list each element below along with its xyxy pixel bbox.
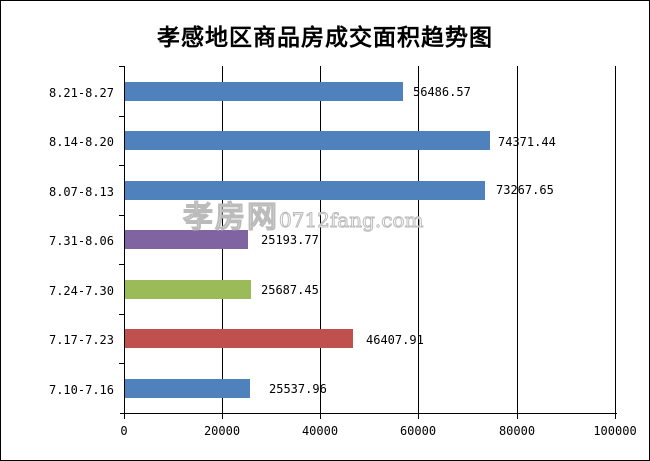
y-tick [119, 264, 124, 265]
watermark: 孝房网0712fang.com [183, 200, 424, 236]
value-label: 73267.65 [496, 183, 554, 197]
x-tick [615, 413, 616, 419]
value-label: 25537.96 [269, 382, 327, 396]
x-tick [517, 413, 518, 419]
gridline-80000 [517, 66, 518, 414]
value-label: 25687.45 [261, 283, 319, 297]
y-tick [119, 116, 124, 117]
x-tick [418, 413, 419, 419]
y-tick [119, 363, 124, 364]
category-label: 7.31-8.06 [48, 234, 114, 248]
bar-8-21-8-27 [125, 82, 403, 101]
bar-8-14-8-20 [125, 131, 490, 150]
y-tick [119, 314, 124, 315]
y-tick [119, 215, 124, 216]
value-label: 56486.57 [413, 85, 471, 99]
x-tick-label: 60000 [399, 424, 437, 438]
category-label: 8.14-8.20 [48, 135, 114, 149]
category-label: 8.07-8.13 [48, 185, 114, 199]
category-label: 8.21-8.27 [48, 86, 114, 100]
category-label: 7.24-7.30 [48, 284, 114, 298]
plot-area [119, 66, 617, 419]
x-tick-label: 80000 [498, 424, 536, 438]
value-label: 25193.77 [261, 233, 319, 247]
x-tick-label: 0 [120, 424, 128, 438]
gridline-100000 [615, 66, 616, 414]
x-axis [120, 413, 617, 414]
y-tick [119, 165, 124, 166]
x-tick-label: 20000 [203, 424, 241, 438]
chart-title: 孝感地区商品房成交面积趋势图 [157, 24, 493, 51]
x-tick-label: 100000 [593, 424, 637, 438]
category-label: 7.17-7.23 [48, 333, 114, 347]
x-tick [222, 413, 223, 419]
y-axis [124, 66, 125, 414]
bar-7-10-7-16 [125, 379, 250, 398]
x-tick [124, 413, 125, 419]
bar-7-17-7-23 [125, 329, 353, 348]
x-tick-label: 40000 [301, 424, 339, 438]
value-label: 74371.44 [498, 135, 556, 149]
bar-7-24-7-30 [125, 280, 251, 299]
value-label: 46407.91 [366, 333, 424, 347]
category-label: 7.10-7.16 [48, 383, 114, 397]
bar-7-31-8-06 [125, 230, 248, 249]
bar-8-07-8-13 [125, 181, 485, 200]
gridline-60000 [418, 66, 419, 414]
gridline-40000 [320, 66, 321, 414]
y-tick [119, 66, 124, 67]
x-tick [320, 413, 321, 419]
